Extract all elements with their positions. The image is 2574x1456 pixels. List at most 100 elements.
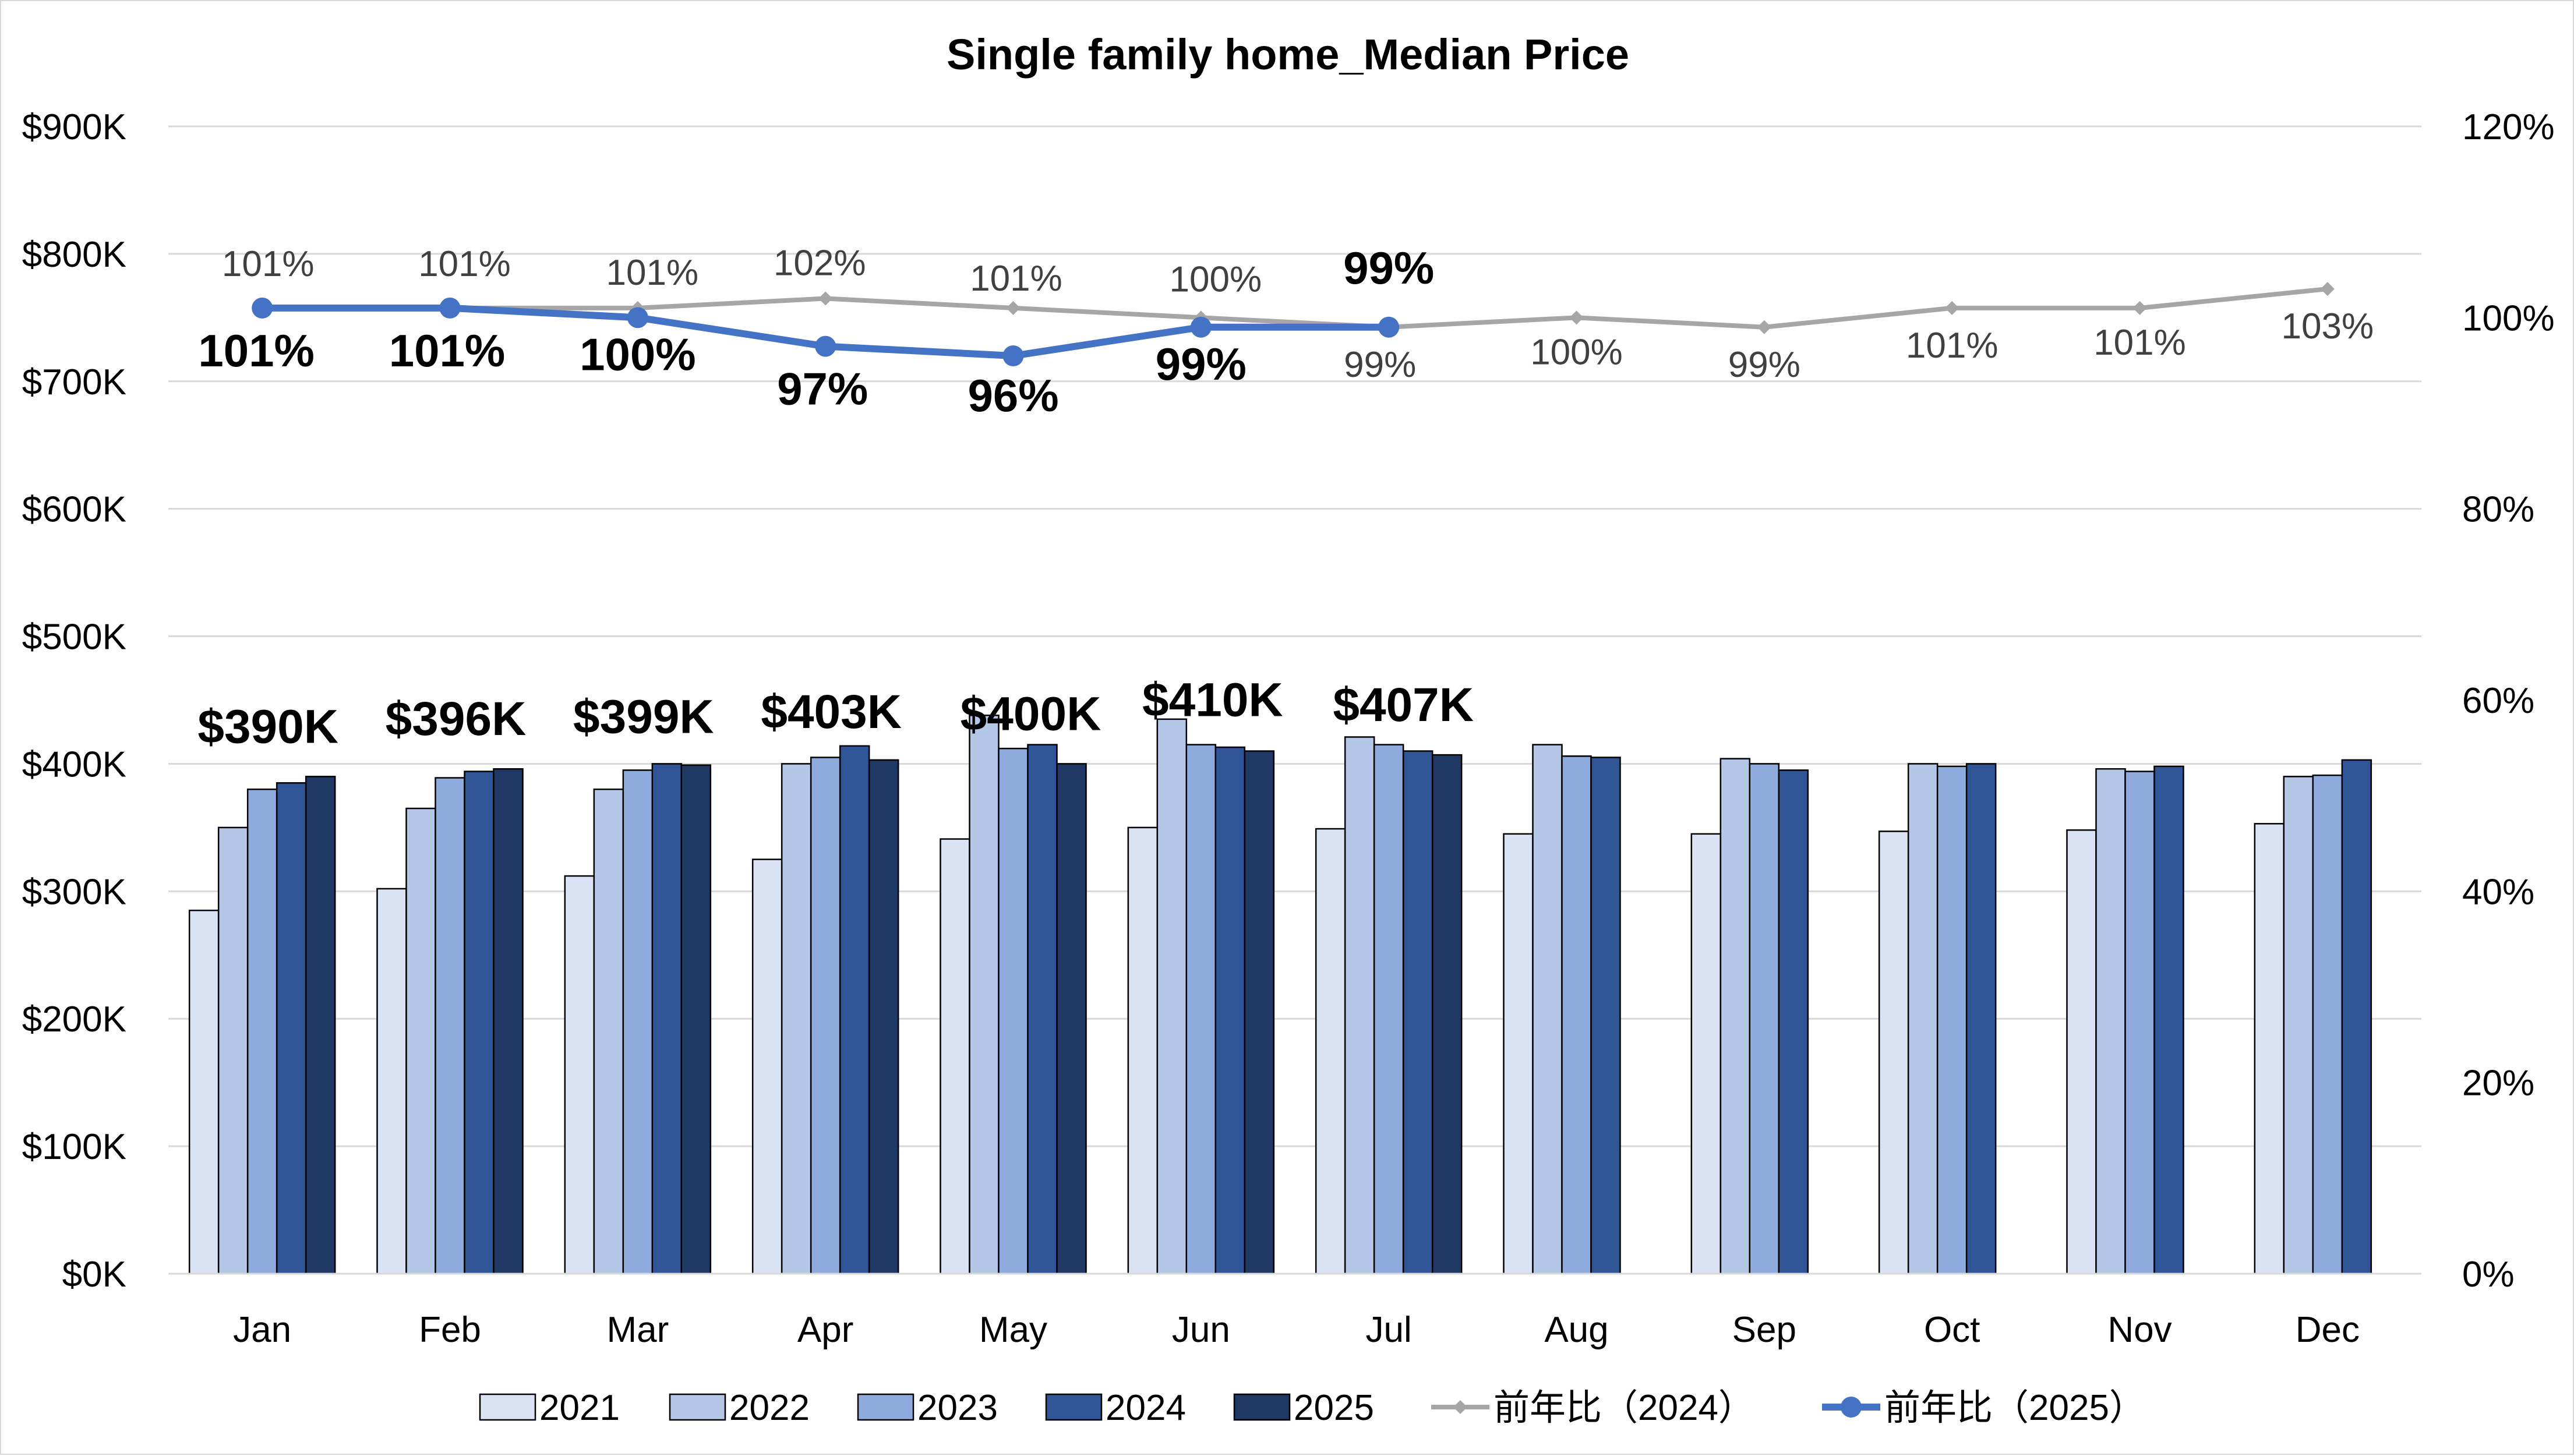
bar-2024-Jan (276, 782, 307, 1275)
x-tick-label: Dec (2296, 1310, 2360, 1350)
line-marker (818, 291, 833, 306)
bar-2024-Apr (839, 745, 870, 1275)
bar-2022-Jul (1344, 736, 1375, 1275)
x-tick-label: Jun (1172, 1310, 1230, 1350)
bar-2021-Jul (1315, 828, 1346, 1275)
x-tick-label: Mar (606, 1310, 669, 1350)
left-tick-label: $800K (22, 235, 126, 275)
line-data-label: 97% (777, 363, 868, 415)
bar-data-label: $400K (961, 687, 1101, 740)
line-data-label: 101% (970, 259, 1062, 299)
left-tick-label: $500K (22, 617, 126, 658)
bar-2025-Jan (305, 776, 336, 1275)
bar-2022-Feb (405, 807, 436, 1275)
bar-2024-Feb (464, 771, 495, 1275)
line-data-label: 101% (1906, 326, 1999, 366)
bar-data-label: $399K (573, 691, 714, 744)
bar-2025-Feb (493, 768, 524, 1275)
bar-2024-Sep (1778, 769, 1809, 1275)
line-marker (1002, 345, 1024, 366)
bar-2022-Apr (781, 763, 812, 1275)
line-data-label: 101% (222, 244, 315, 284)
line-data-label: 100% (1170, 259, 1262, 299)
bar-2024-Jul (1402, 750, 1433, 1275)
line-marker (2132, 301, 2147, 315)
left-tick-label: $200K (22, 999, 126, 1040)
bar-2022-Mar (593, 788, 624, 1275)
right-tick-label: 120% (2462, 107, 2555, 147)
bar-2022-Jan (217, 826, 249, 1275)
legend-label: 前年比（2024） (1493, 1388, 1754, 1428)
bar-2024-May (1027, 744, 1058, 1275)
legend-label: 2023 (917, 1388, 998, 1428)
line-series (252, 282, 2335, 366)
line-marker (627, 307, 648, 328)
line-marker (1006, 301, 1021, 315)
line-marker (2320, 282, 2335, 296)
legend-label: 2024 (1106, 1388, 1186, 1428)
bar-2021-Aug (1503, 833, 1534, 1275)
bar-2021-Oct (1878, 831, 1909, 1275)
line-data-label: 101% (198, 325, 315, 376)
legend-label: 2021 (539, 1388, 620, 1428)
chart-title: Single family home_Median Price (947, 30, 1629, 79)
bar-2024-Jun (1214, 746, 1246, 1275)
line-data-label: 101% (2093, 323, 2186, 363)
x-axis: Jan Feb Mar Apr May Jun Jul Aug Sep Oct Nov Dec (168, 1273, 2421, 1350)
legend-label: 2022 (729, 1388, 810, 1428)
line-data-label: 102% (774, 243, 866, 284)
bar-2023-Nov (2124, 771, 2155, 1275)
bar-2024-Mar (651, 763, 683, 1275)
bar-2021-Sep (1690, 833, 1722, 1275)
line-marker (815, 335, 836, 357)
data-labels: 101% 101% 101% 102% 101% 100% 99% 100% 99% 101% 10… (197, 242, 2374, 754)
legend-swatch-2024 (1045, 1393, 1103, 1421)
bar-2022-Dec (2283, 776, 2314, 1275)
bar-2022-May (969, 715, 1000, 1275)
bar-2023-Jul (1373, 744, 1404, 1275)
bar-data-label: $410K (1142, 674, 1283, 727)
line-data-label: 100% (1530, 332, 1623, 372)
legend-swatch-2023 (857, 1393, 915, 1421)
line-marker (252, 297, 273, 319)
bar-2023-Oct (1936, 765, 1968, 1275)
line-data-label: 103% (2282, 306, 2374, 347)
right-tick-label: 40% (2462, 872, 2534, 912)
bar-2023-Jan (246, 788, 278, 1275)
legend-swatch-2022 (669, 1393, 726, 1421)
gridlines (168, 125, 2421, 1147)
legend-swatch-2021 (479, 1393, 536, 1421)
bar-2025-Jun (1244, 750, 1275, 1275)
x-tick-label: Apr (797, 1310, 853, 1350)
line-marker (1378, 316, 1400, 338)
line-data-label: 101% (389, 325, 506, 376)
x-tick-label: Jul (1366, 1310, 1412, 1350)
line-data-label: 99% (1728, 345, 1800, 385)
line-data-label: 99% (1344, 345, 1416, 385)
line-marker (1757, 320, 1771, 334)
bar-2023-Aug (1561, 755, 1592, 1275)
line-marker (1190, 316, 1212, 338)
line-marker (439, 297, 461, 319)
legend: 2021 2022 2023 2024 2025 前年比（2024） 前年比（2025） (479, 1388, 2145, 1428)
legend-label: 2025 (1294, 1388, 1374, 1428)
left-tick-label: $400K (22, 744, 126, 784)
bar-2025-Apr (868, 759, 899, 1275)
bar-2022-Nov (2095, 768, 2126, 1275)
x-tick-label: Oct (1924, 1310, 1980, 1350)
bar-2024-Dec (2341, 759, 2372, 1275)
left-tick-label: $900K (22, 107, 126, 147)
bar-2021-Jun (1127, 826, 1159, 1275)
bar-2024-Aug (1590, 757, 1621, 1275)
left-tick-label: $300K (22, 872, 126, 912)
left-tick-label: $700K (22, 362, 126, 402)
line-data-label: 101% (606, 253, 699, 293)
bar-2022-Oct (1907, 763, 1939, 1275)
bar-series (188, 715, 2372, 1275)
line-data-label: 99% (1156, 338, 1247, 390)
bar-2021-Apr (751, 858, 783, 1275)
right-tick-label: 80% (2462, 490, 2534, 530)
right-tick-label: 60% (2462, 681, 2534, 721)
